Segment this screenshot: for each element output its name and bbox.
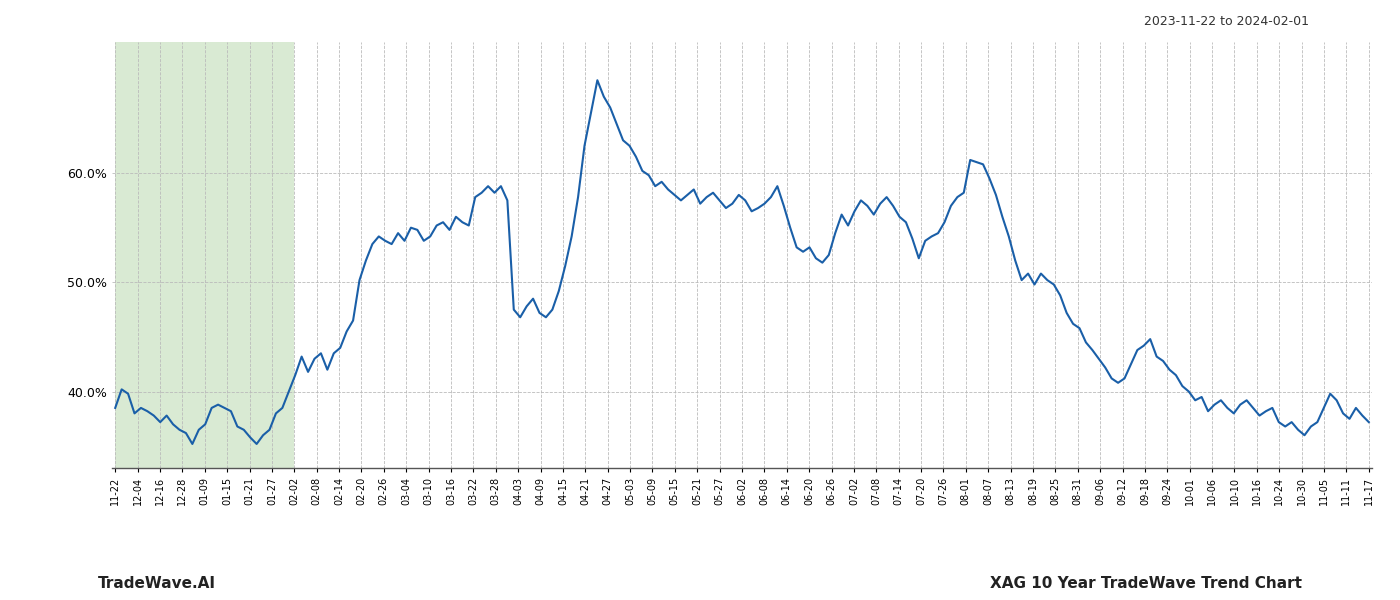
Text: 2023-11-22 to 2024-02-01: 2023-11-22 to 2024-02-01 xyxy=(1144,15,1309,28)
Bar xyxy=(115,42,294,468)
Text: TradeWave.AI: TradeWave.AI xyxy=(98,576,216,591)
Text: XAG 10 Year TradeWave Trend Chart: XAG 10 Year TradeWave Trend Chart xyxy=(990,576,1302,591)
